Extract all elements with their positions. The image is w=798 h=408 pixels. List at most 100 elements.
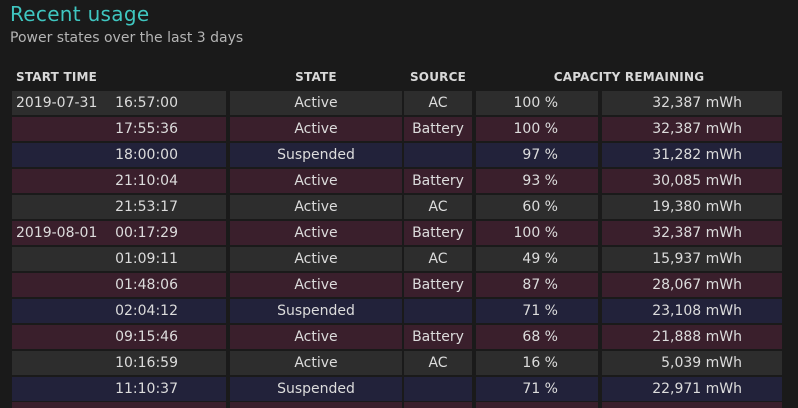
table-row: 2019-07-31 16:57:00 Active AC 100 % 32,387 mW…: [0, 90, 798, 116]
column-header-start-time: START TIME: [16, 70, 98, 84]
page-subtitle: Power states over the last 3 days: [10, 30, 244, 46]
start-time-cell: [12, 91, 226, 115]
start-date: [12, 299, 110, 323]
source-cell: AC: [404, 247, 472, 271]
column-header-source: SOURCE: [409, 70, 467, 84]
source-cell: Battery: [404, 325, 472, 349]
table-row: 10:16:59 Active AC 16 % 5,039 mWh: [0, 350, 798, 376]
capacity-mwh-cell: 32,387 mWh: [602, 221, 782, 245]
source-cell: AC: [404, 195, 472, 219]
capacity-percent-cell: 49 %: [476, 247, 598, 271]
capacity-percent-cell: 71 %: [476, 377, 598, 401]
state-cell: Active: [230, 247, 402, 271]
source-cell: Battery: [404, 273, 472, 297]
source-cell: Battery: [404, 117, 472, 141]
source-cell: AC: [404, 351, 472, 375]
start-time-cell: [12, 273, 226, 297]
capacity-percent-cell: 68 %: [476, 325, 598, 349]
start-time-cell: [12, 221, 226, 245]
state-cell: Suspended: [230, 143, 402, 167]
start-time-cell: [12, 247, 226, 271]
source-cell: Battery: [404, 221, 472, 245]
usage-table-body: 2019-07-31 16:57:00 Active AC 100 % 32,387 mW…: [0, 90, 798, 402]
start-date: 2019-07-31: [16, 95, 98, 111]
state-cell: Active: [230, 351, 402, 375]
start-time-cell: [12, 117, 226, 141]
table-row: 01:48:06 Active Battery 87 % 28,067 mWh: [0, 272, 798, 298]
start-date: [12, 377, 110, 401]
start-time: 00:17:29: [115, 225, 178, 241]
source-cell: AC: [404, 91, 472, 115]
start-time-cell: [12, 169, 226, 193]
capacity-mwh-cell: 28,067 mWh: [602, 273, 782, 297]
capacity-mwh-cell: 32,387 mWh: [602, 117, 782, 141]
start-time: 21:53:17: [115, 199, 178, 215]
start-date: 2019-08-01: [16, 225, 98, 241]
start-time-cell: [12, 143, 226, 167]
state-cell: Active: [230, 221, 402, 245]
state-cell: Suspended: [230, 299, 402, 323]
start-date: [12, 117, 110, 141]
start-date: [12, 195, 110, 219]
capacity-percent-cell: 16 %: [476, 351, 598, 375]
state-cell: Active: [230, 195, 402, 219]
start-time: 18:00:00: [115, 147, 178, 163]
start-time: 09:15:46: [115, 329, 178, 345]
source-cell: Battery: [404, 169, 472, 193]
start-time-cell: [12, 377, 226, 401]
capacity-percent-cell: 97 %: [476, 143, 598, 167]
start-time: 10:16:59: [115, 355, 178, 371]
state-cell: Active: [230, 169, 402, 193]
start-time: 17:55:36: [115, 121, 178, 137]
source-cell: [404, 299, 472, 323]
table-row: 09:15:46 Active Battery 68 % 21,888 mWh: [0, 324, 798, 350]
start-date: [12, 273, 110, 297]
capacity-mwh-cell: 30,085 mWh: [602, 169, 782, 193]
table-row: 02:04:12 Suspended 71 % 23,108 mWh: [0, 298, 798, 324]
table-row: 18:00:00 Suspended 97 % 31,282 mWh: [0, 142, 798, 168]
start-date: [12, 143, 110, 167]
table-row: 2019-08-01 00:17:29 Active Battery 100 % 32,3…: [0, 220, 798, 246]
state-cell: Active: [230, 91, 402, 115]
table-row-partial: [12, 402, 782, 408]
capacity-percent-cell: 100 %: [476, 221, 598, 245]
capacity-mwh-cell: 19,380 mWh: [602, 195, 782, 219]
capacity-percent-cell: 100 %: [476, 91, 598, 115]
start-time-cell: [12, 351, 226, 375]
start-date: [12, 247, 110, 271]
start-time: 21:10:04: [115, 173, 178, 189]
column-header-state: STATE: [295, 70, 337, 84]
start-date: [12, 325, 110, 349]
capacity-mwh-cell: 23,108 mWh: [602, 299, 782, 323]
capacity-mwh-cell: 5,039 mWh: [602, 351, 782, 375]
start-time: 01:48:06: [115, 277, 178, 293]
capacity-mwh-cell: 22,971 mWh: [602, 377, 782, 401]
start-date: [12, 351, 110, 375]
start-time: 01:09:11: [115, 251, 178, 267]
capacity-mwh-cell: 31,282 mWh: [602, 143, 782, 167]
state-cell: Suspended: [230, 377, 402, 401]
start-time-cell: [12, 325, 226, 349]
page-title: Recent usage: [10, 2, 150, 26]
start-date: [12, 169, 110, 193]
table-header: START TIME STATE SOURCE CAPACITY REMAINI…: [0, 68, 798, 88]
start-time-cell: [12, 195, 226, 219]
source-cell: [404, 143, 472, 167]
column-header-capacity-remaining: CAPACITY REMAINING: [553, 70, 705, 84]
capacity-percent-cell: 71 %: [476, 299, 598, 323]
start-time-cell: [12, 299, 226, 323]
state-cell: Active: [230, 273, 402, 297]
start-time: 11:10:37: [115, 381, 178, 397]
capacity-percent-cell: 93 %: [476, 169, 598, 193]
table-row: 01:09:11 Active AC 49 % 15,937 mWh: [0, 246, 798, 272]
source-cell: [404, 377, 472, 401]
capacity-mwh-cell: 15,937 mWh: [602, 247, 782, 271]
table-row: 17:55:36 Active Battery 100 % 32,387 mWh: [0, 116, 798, 142]
start-time: 16:57:00: [115, 95, 178, 111]
table-row: 11:10:37 Suspended 71 % 22,971 mWh: [0, 376, 798, 402]
start-time: 02:04:12: [115, 303, 178, 319]
table-row: 21:10:04 Active Battery 93 % 30,085 mWh: [0, 168, 798, 194]
capacity-percent-cell: 100 %: [476, 117, 598, 141]
capacity-mwh-cell: 21,888 mWh: [602, 325, 782, 349]
